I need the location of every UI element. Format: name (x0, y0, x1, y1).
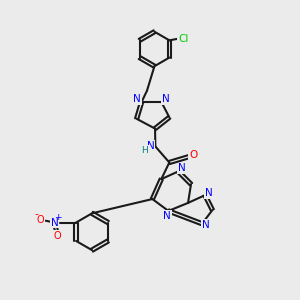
Text: N: N (205, 188, 213, 198)
Text: N: N (147, 141, 154, 151)
Text: Cl: Cl (178, 34, 188, 44)
Text: O: O (189, 150, 197, 160)
Text: N: N (178, 164, 186, 173)
Text: N: N (163, 211, 171, 221)
Text: N: N (50, 218, 58, 227)
Text: +: + (54, 213, 62, 222)
Text: N: N (133, 94, 141, 104)
Text: H: H (141, 146, 148, 155)
Text: O: O (53, 231, 61, 241)
Text: N: N (162, 94, 170, 104)
Text: -: - (34, 209, 38, 219)
Text: N: N (202, 220, 210, 230)
Text: O: O (37, 214, 44, 224)
